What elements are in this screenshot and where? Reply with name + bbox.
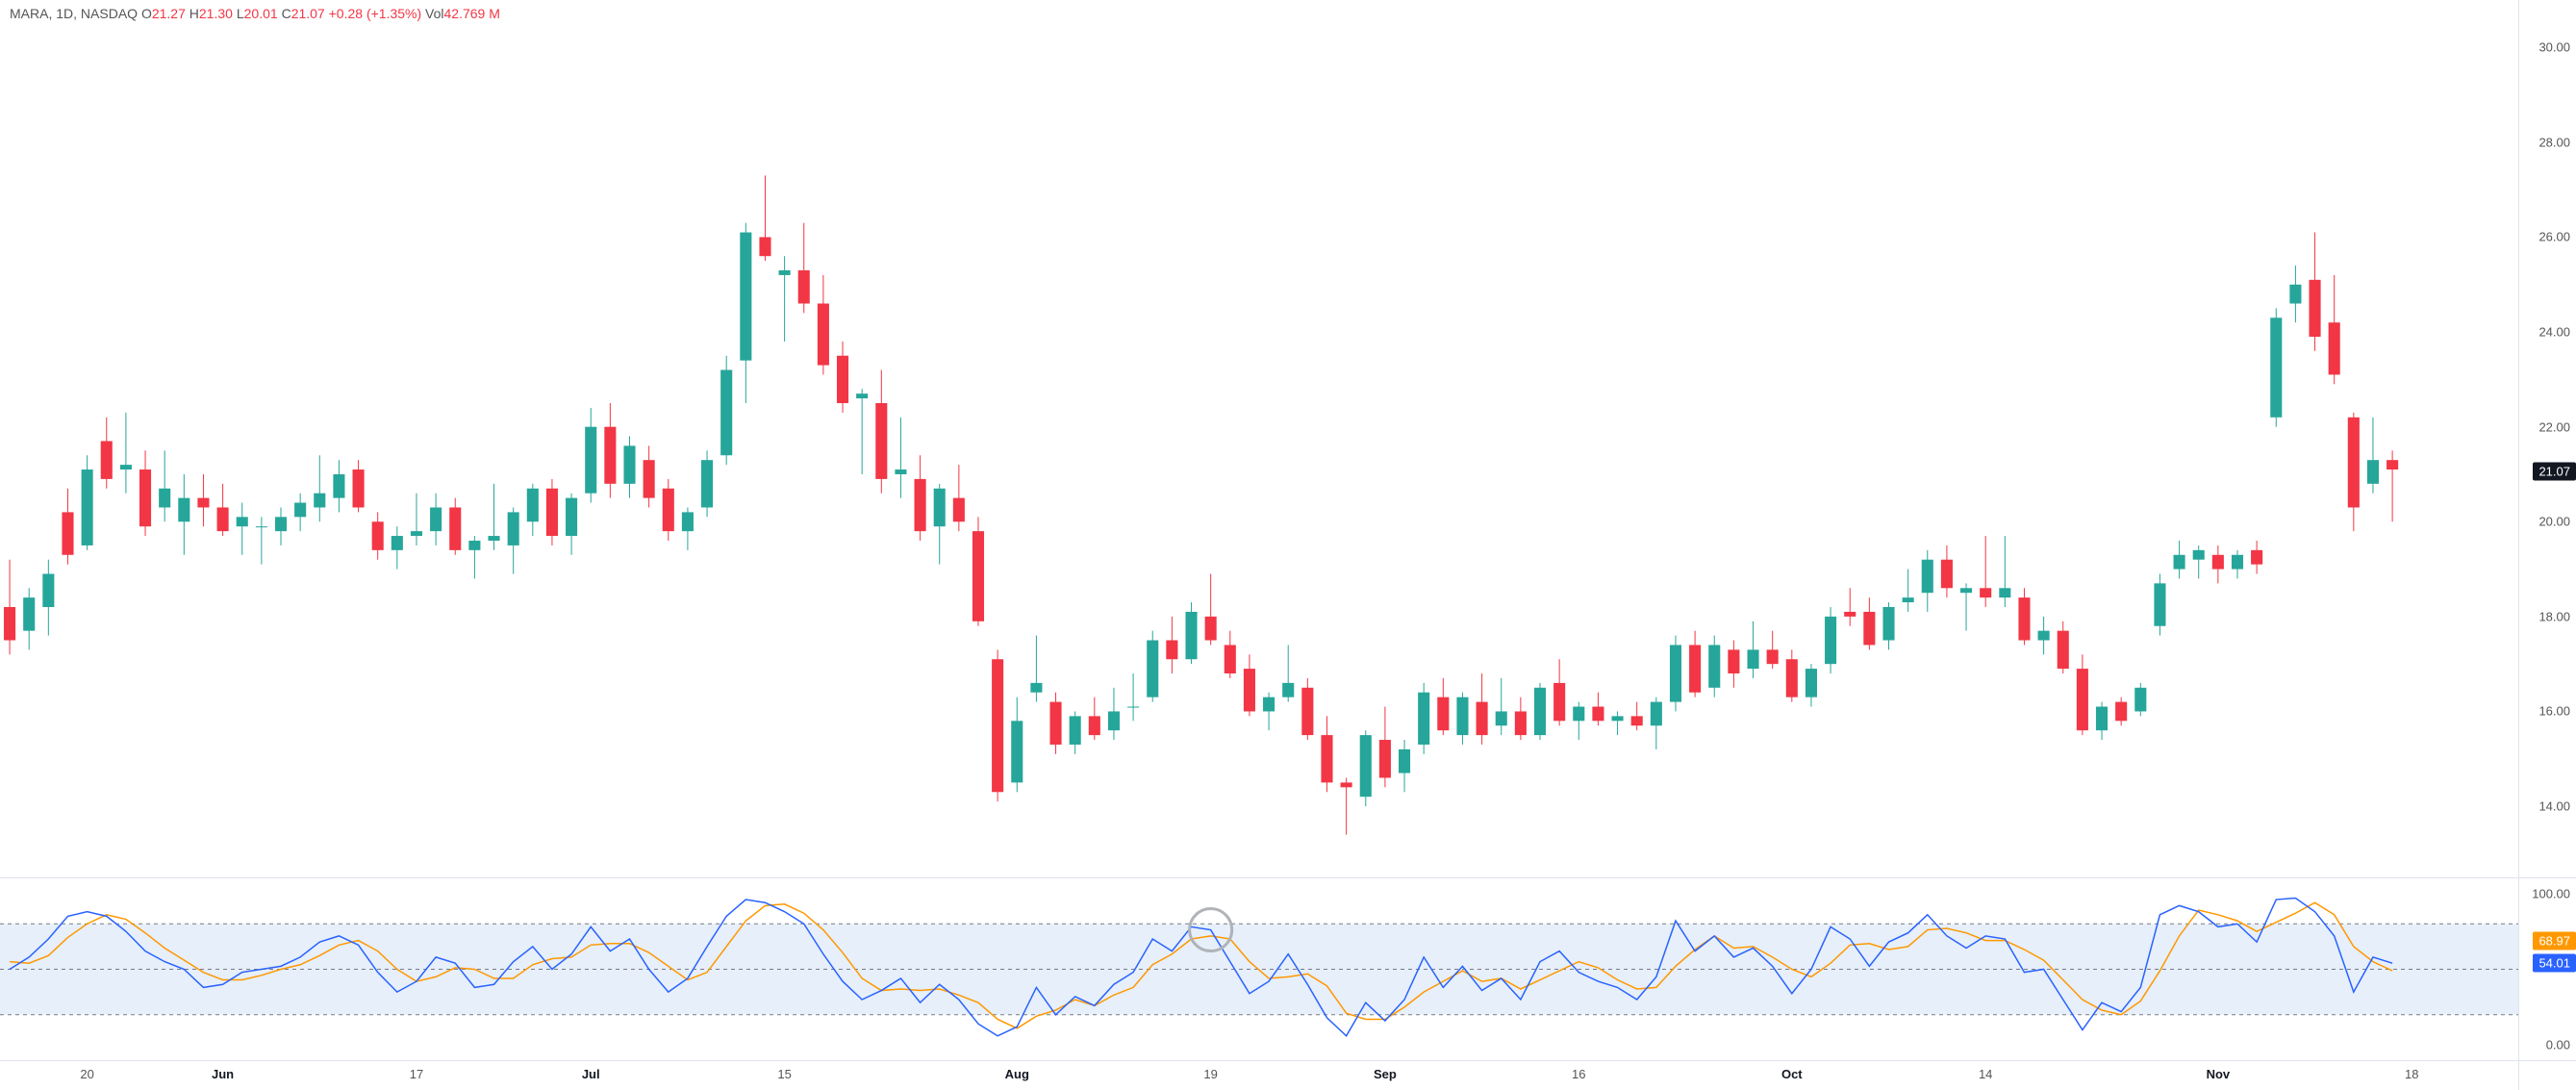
last-price-badge: 21.07	[2533, 462, 2576, 480]
price-tick: 28.00	[2538, 135, 2570, 149]
chart-legend: MARA, 1D, NASDAQ O21.27 H21.30 L20.01 C2…	[10, 6, 500, 21]
time-tick: Oct	[1781, 1067, 1803, 1081]
exchange: NASDAQ	[81, 6, 138, 21]
stoch-d-badge: 68.97	[2533, 931, 2576, 950]
time-tick: Aug	[1005, 1067, 1029, 1081]
time-tick: 20	[80, 1067, 93, 1081]
time-tick: 18	[2405, 1067, 2418, 1081]
price-chart-pane[interactable]: MARA, 1D, NASDAQ O21.27 H21.30 L20.01 C2…	[0, 0, 2518, 878]
ohlc-high: 21.30	[199, 6, 233, 21]
time-axis[interactable]: 20 Jun 17 Jul 15 Aug 19 Sep 16 Oct 14 Nov 18	[0, 1061, 2518, 1090]
time-tick: 16	[1572, 1067, 1585, 1081]
price-tick: 20.00	[2538, 515, 2570, 529]
time-tick: 14	[1979, 1067, 1992, 1081]
candlestick-chart	[0, 0, 2518, 877]
price-tick: 18.00	[2538, 609, 2570, 623]
price-tick: 14.00	[2538, 799, 2570, 814]
stoch-k-badge: 54.01	[2533, 954, 2576, 973]
oscillator-axis[interactable]: 0.00 100.00 68.97 54.01	[2519, 878, 2576, 1061]
price-tick: 22.00	[2538, 419, 2570, 434]
ohlc-low: 20.01	[244, 6, 278, 21]
symbol: MARA	[10, 6, 48, 21]
price-axis[interactable]: 14.00 16.00 18.00 20.00 22.00 24.00 26.00 28.00…	[2519, 0, 2576, 878]
price-tick: 30.00	[2538, 40, 2570, 55]
time-tick: 17	[410, 1067, 423, 1081]
time-tick: 15	[777, 1067, 791, 1081]
time-tick: 19	[1203, 1067, 1217, 1081]
stochastic-chart	[0, 878, 2518, 1060]
price-tick: 16.00	[2538, 704, 2570, 719]
price-tick: 26.00	[2538, 230, 2570, 244]
time-tick: Jun	[212, 1067, 234, 1081]
time-tick: Sep	[1374, 1067, 1397, 1081]
price-tick: 24.00	[2538, 325, 2570, 340]
ohlc-change-pct: (+1.35%)	[366, 6, 421, 21]
chart-container: MARA, 1D, NASDAQ O21.27 H21.30 L20.01 C2…	[0, 0, 2576, 1090]
interval: 1D	[56, 6, 73, 21]
time-tick: Jul	[582, 1067, 600, 1081]
ohlc-change: +0.28	[329, 6, 363, 21]
time-tick: Nov	[2207, 1067, 2231, 1081]
ohlc-close: 21.07	[291, 6, 325, 21]
oscillator-pane[interactable]	[0, 878, 2518, 1061]
ohlc-open: 21.27	[152, 6, 186, 21]
osc-tick: 100.00	[2532, 886, 2570, 900]
osc-tick: 0.00	[2546, 1038, 2570, 1052]
volume-value: 42.769 M	[444, 6, 500, 21]
